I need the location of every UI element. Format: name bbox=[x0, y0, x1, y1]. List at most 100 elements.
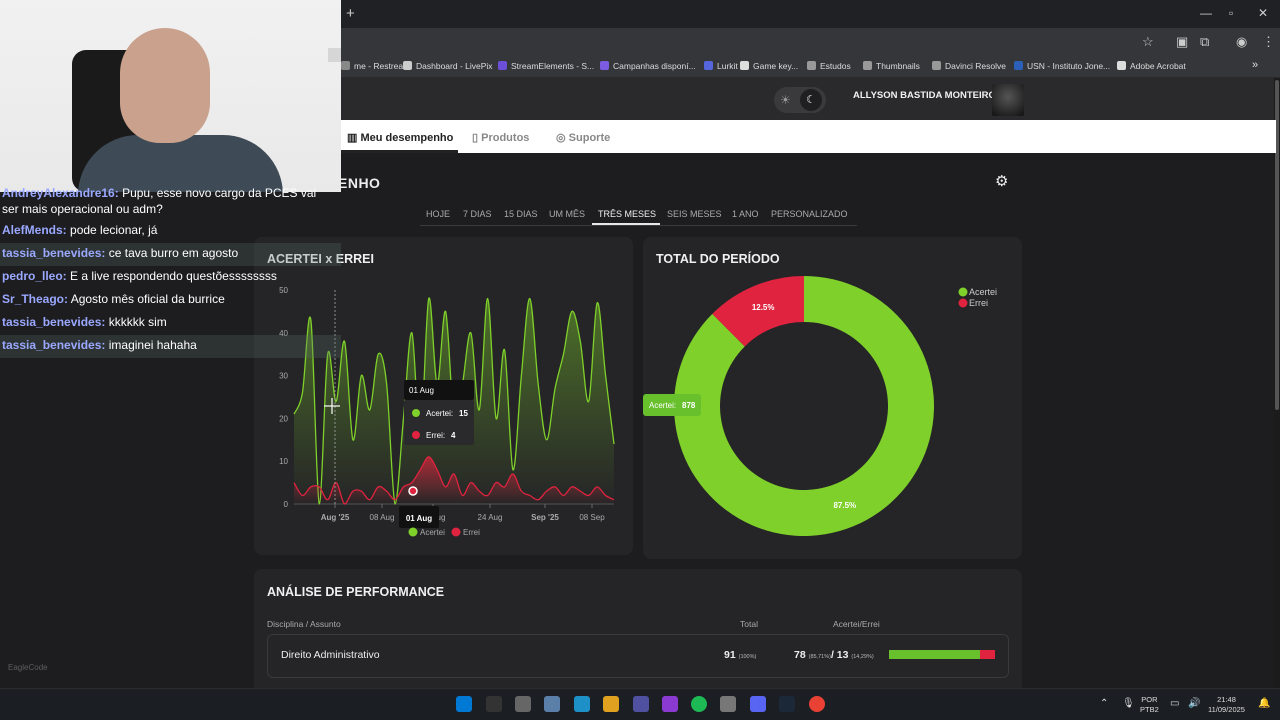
y-tick-label: 30 bbox=[279, 372, 288, 381]
row-total: 91 (100%) bbox=[724, 649, 757, 661]
restore-button[interactable]: ▫ bbox=[1229, 6, 1234, 20]
mic-icon[interactable]: 🎙 bbox=[1122, 698, 1135, 709]
nav-label: Produtos bbox=[481, 132, 530, 144]
table-row[interactable] bbox=[267, 634, 1009, 678]
star-icon[interactable]: ☆ bbox=[1142, 34, 1154, 49]
series-line-acertei bbox=[293, 297, 615, 505]
extension-icon[interactable]: ▣ bbox=[1176, 34, 1189, 49]
tooltip-acertei-label: Acertei: bbox=[426, 409, 453, 418]
close-button[interactable]: ✕ bbox=[1258, 6, 1269, 20]
minimize-button[interactable]: — bbox=[1200, 6, 1212, 20]
filter-7-dias[interactable]: 7 DIAS bbox=[463, 209, 492, 219]
sun-icon[interactable]: ☀ bbox=[780, 93, 791, 107]
chat-text: E a live respondendo questõessssssss bbox=[70, 269, 277, 283]
bookmark-item[interactable]: Lurkit bbox=[704, 61, 738, 71]
chat-text: kkkkkk sim bbox=[108, 315, 167, 329]
favicon-icon bbox=[600, 61, 609, 70]
bookmark-item[interactable]: Davinci Resolve bbox=[932, 61, 1006, 71]
favicon-icon bbox=[498, 61, 507, 70]
notification-icon[interactable]: 🔔 bbox=[1258, 698, 1271, 709]
chat-message: AlefMends: pode lecionar, já bbox=[2, 223, 157, 237]
donut-tooltip-value: 878 bbox=[682, 401, 696, 410]
bookmark-item[interactable]: Thumbnails bbox=[863, 61, 920, 71]
x-tick-label: 08 Sep bbox=[579, 513, 605, 522]
new-tab-button[interactable]: + bbox=[346, 5, 355, 22]
scrollbar-thumb[interactable] bbox=[1275, 80, 1279, 410]
filter-tres-meses[interactable]: TRÊS MESES bbox=[598, 209, 657, 219]
line-chart-title: ACERTEI x ERREI bbox=[267, 252, 374, 266]
more-bookmarks-icon[interactable]: » bbox=[1252, 59, 1259, 71]
chat-username: tassia_benevides: bbox=[2, 246, 106, 260]
app-icon[interactable] bbox=[662, 696, 678, 712]
streamer-head bbox=[120, 28, 210, 143]
filter-um-mes[interactable]: UM MÊS bbox=[549, 209, 585, 219]
search-icon[interactable] bbox=[486, 696, 502, 712]
bookmark-label: me - Restream bbox=[354, 61, 411, 71]
donut-chart-title: TOTAL DO PERÍODO bbox=[656, 252, 780, 266]
chat-username: pedro_lleo: bbox=[2, 269, 67, 283]
chat-highlight bbox=[0, 243, 341, 266]
store-icon[interactable] bbox=[574, 696, 590, 712]
bookmark-item[interactable]: me - Restream bbox=[341, 61, 410, 71]
slice-label: 12.5% bbox=[752, 303, 775, 312]
tooltip-errei-value: 4 bbox=[451, 431, 456, 440]
donut-tooltip bbox=[643, 394, 701, 416]
tooltip-marker bbox=[412, 409, 420, 417]
gear-icon[interactable]: ⚙ bbox=[995, 173, 1009, 190]
discord-icon[interactable] bbox=[750, 696, 766, 712]
chart-icon: ▥ bbox=[347, 132, 358, 144]
filter-personalizado[interactable]: PERSONALIZADO bbox=[771, 209, 848, 219]
filter-seis-meses[interactable]: SEIS MESES bbox=[667, 209, 722, 219]
profile-icon[interactable]: ◉ bbox=[1236, 34, 1248, 49]
nav-produtos[interactable]: ▯ Produtos bbox=[472, 131, 529, 144]
bookmark-item[interactable]: StreamElements - S... bbox=[498, 61, 594, 71]
clock[interactable]: 21:48 11/09/2025 bbox=[1208, 695, 1245, 714]
favicon-icon bbox=[704, 61, 713, 70]
steam-icon[interactable] bbox=[779, 696, 795, 712]
filter-15-dias[interactable]: 15 DIAS bbox=[504, 209, 538, 219]
chat-message: pedro_lleo: E a live respondendo questõe… bbox=[2, 269, 277, 283]
ratio-bar-fill bbox=[889, 650, 980, 659]
puzzle-icon[interactable]: ⧉ bbox=[1200, 34, 1210, 49]
tray-chevron-icon[interactable]: ⌃ bbox=[1100, 698, 1109, 709]
nav-meu-desempenho[interactable]: ▥ Meu desempenho bbox=[347, 131, 453, 144]
moon-icon[interactable]: ☾ bbox=[800, 89, 822, 111]
tooltip-body bbox=[404, 400, 474, 445]
tooltip-marker bbox=[412, 431, 420, 439]
legend-marker bbox=[958, 287, 968, 297]
folder-icon bbox=[807, 61, 816, 70]
settings-icon[interactable] bbox=[544, 696, 560, 712]
avatar[interactable] bbox=[992, 84, 1024, 116]
chrome-icon[interactable] bbox=[809, 696, 825, 712]
chat-message: tassia_benevides: imaginei hahaha bbox=[2, 338, 197, 352]
volume-icon[interactable]: 🔊 bbox=[1188, 698, 1201, 709]
bookmark-item[interactable]: Campanhas disponí... bbox=[600, 61, 696, 71]
filter-hoje[interactable]: HOJE bbox=[426, 209, 451, 219]
chat-username: AndreyAlexandre16: bbox=[2, 186, 119, 200]
explorer-icon[interactable] bbox=[603, 696, 619, 712]
app-icon[interactable] bbox=[720, 696, 736, 712]
bookmark-label: Campanhas disponí... bbox=[613, 61, 696, 71]
network-icon[interactable]: ▭ bbox=[1170, 698, 1180, 709]
filter-1-ano[interactable]: 1 ANO bbox=[732, 209, 759, 219]
bookmark-item[interactable]: Estudos bbox=[807, 61, 851, 71]
keyboard-layout[interactable]: POR PTB2 bbox=[1140, 695, 1159, 714]
y-tick-label: 40 bbox=[279, 329, 288, 338]
nav-active-indicator bbox=[340, 150, 458, 153]
bookmark-item[interactable]: Adobe Acrobat bbox=[1117, 61, 1186, 71]
start-icon[interactable] bbox=[456, 696, 472, 712]
chat-username: Sr_Theago: bbox=[2, 292, 69, 306]
bookmark-item[interactable]: USN - Instituto Jone... bbox=[1014, 61, 1110, 71]
bookmark-item[interactable]: Game key... bbox=[740, 61, 798, 71]
app-icon[interactable] bbox=[633, 696, 649, 712]
menu-icon[interactable]: ⋮ bbox=[1262, 34, 1275, 49]
taskview-icon[interactable] bbox=[515, 696, 531, 712]
nav-suporte[interactable]: ◎ Suporte bbox=[556, 131, 610, 144]
folder-icon bbox=[932, 61, 941, 70]
bookmark-item[interactable]: Dashboard - LivePix bbox=[403, 61, 493, 71]
y-tick-label: 10 bbox=[279, 457, 288, 466]
crosshair-x-box bbox=[399, 506, 439, 528]
spotify-icon[interactable] bbox=[691, 696, 707, 712]
